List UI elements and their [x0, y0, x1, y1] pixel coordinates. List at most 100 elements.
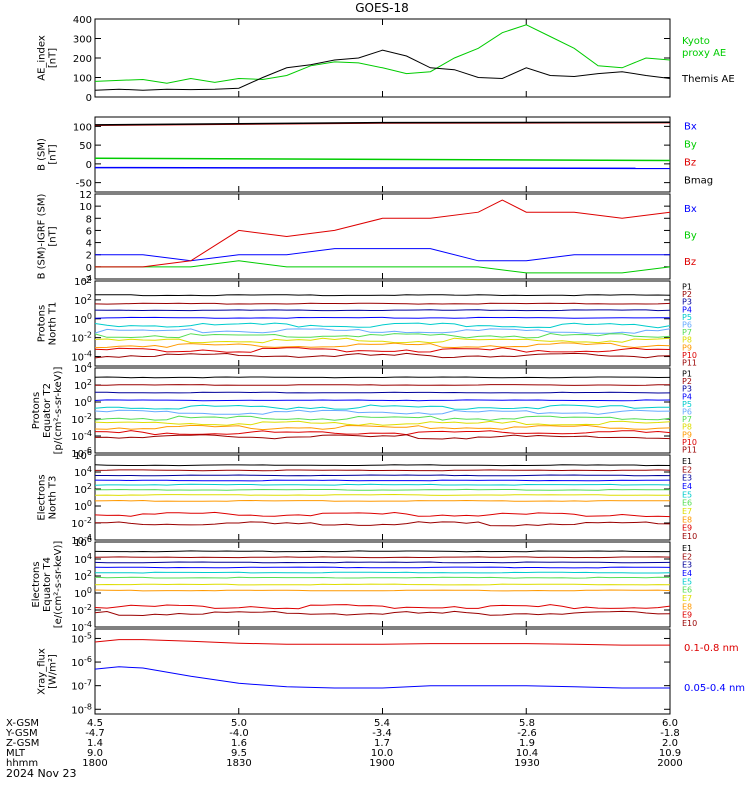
legend-label: E4 [682, 482, 692, 491]
series-line-p10 [94, 430, 671, 436]
y-tick-label: 10-4 [71, 533, 92, 547]
y-tick-label: 106 [74, 448, 92, 462]
series-line-by [94, 157, 671, 162]
y-axis-label: Protons [37, 305, 48, 342]
y-axis-label: [nT] [48, 48, 59, 68]
legend-label: P9 [682, 343, 692, 352]
series-line-e2 [94, 556, 671, 559]
footer-row-label: Y-GSM [5, 728, 38, 739]
legend-label: E9 [682, 611, 692, 620]
y-axis-label: Electrons [37, 474, 48, 520]
y-axis-label: [nT] [48, 144, 59, 164]
y-axis-label: [W/m²] [48, 654, 59, 689]
series-line-bx [95, 248, 670, 262]
series-line-p5 [94, 322, 671, 329]
legend-label: P10 [682, 438, 697, 447]
y-tick-label: -2 [82, 275, 92, 286]
legend-label: E8 [682, 515, 692, 524]
y-tick-label: 104 [74, 465, 92, 479]
y-tick-label: 10-4 [71, 620, 92, 634]
legend-label: E5 [682, 577, 692, 586]
series-line-e8 [94, 499, 671, 502]
legend-label: P3 [682, 385, 692, 394]
y-tick-label: 10-2 [71, 603, 92, 617]
y-axis-label: Protons [31, 392, 42, 429]
series-line-e9 [94, 511, 671, 518]
series-line-e2 [94, 469, 671, 472]
footer-value: 1.6 [231, 738, 247, 749]
legend-label: E7 [682, 507, 692, 516]
footer-value: 5.8 [519, 718, 535, 729]
footer-value: -4.0 [229, 728, 249, 739]
footer-value: -4.7 [85, 728, 105, 739]
legend-label: E10 [682, 532, 697, 541]
series-line-e1 [94, 464, 671, 467]
y-tick-label: 102 [74, 482, 92, 496]
y-axis-label: [e/(cm²-s-sr-keV)] [53, 541, 64, 629]
footer-row-label: hhmm [6, 758, 38, 769]
y-tick-label: 100 [74, 586, 92, 600]
footer-row-label: MLT [6, 748, 26, 759]
y-tick-label: 400 [73, 15, 92, 26]
series-line-e10 [94, 610, 671, 617]
y-tick-label: -50 [76, 179, 92, 190]
footer-value: 1.7 [374, 738, 390, 749]
series-line-p9 [94, 342, 671, 349]
panel-frame [94, 116, 671, 193]
legend-label: E9 [682, 524, 692, 533]
y-tick-label: 0 [86, 263, 92, 274]
legend-label: By [684, 140, 697, 151]
series-line-p7 [94, 332, 671, 339]
series-line-e7 [94, 493, 670, 496]
y-tick-label: 10-4 [71, 350, 92, 364]
legend-label: P6 [682, 408, 692, 417]
footer-value: -2.6 [517, 728, 537, 739]
series-line-p8 [94, 420, 671, 426]
y-tick-label: 10-6 [71, 446, 92, 460]
y-tick-label: 10-4 [71, 429, 92, 443]
legend-label: Bz [684, 257, 696, 268]
series-line-p3 [95, 391, 671, 394]
panel-2: -50 0 50 100 B (SM) [nT] Bx By Bz Bmag [37, 116, 713, 193]
series-line-p9 [94, 424, 671, 431]
legend-label: E1 [682, 457, 692, 466]
y-axis-label: [p/(cm²-s-sr-keV)] [53, 367, 64, 455]
panel-frame [94, 193, 671, 280]
series-line-e4 [94, 566, 671, 569]
y-axis-label: [nT] [48, 226, 59, 246]
y-tick-label: 6 [86, 226, 92, 237]
legend-label: P11 [682, 358, 697, 367]
y-tick-label: 300 [73, 35, 92, 46]
series-line-p10 [94, 347, 671, 353]
legend-label: P1 [682, 283, 692, 292]
legend-label: P8 [682, 336, 692, 345]
y-tick-label: 104 [74, 552, 92, 566]
legend-label: P7 [682, 328, 692, 337]
footer-row-label: Z-GSM [6, 738, 39, 749]
panel-4: 10-4 10-2 100 102 104 Protons North T1 P1P2P3P4… [37, 274, 698, 367]
series-line-themis-ae [94, 49, 671, 91]
panel-8: 10-8 10-7 10-6 10-5 Xray_flux [W/m²] 0.1-0.8 n… [37, 628, 745, 716]
y-tick-label: 100 [74, 312, 92, 326]
y-tick-label: 102 [74, 569, 92, 583]
legend-label: Bmag [684, 175, 713, 186]
legend-label: P5 [682, 313, 692, 322]
y-axis-label: Equator T2 [42, 383, 53, 438]
legend-label: E1 [682, 544, 692, 553]
footer-value: 2000 [657, 758, 682, 769]
legend-label: E6 [682, 586, 692, 595]
legend-label: E8 [682, 602, 692, 611]
series-line-p1 [95, 294, 671, 297]
legend-label: E2 [682, 465, 692, 474]
series-line-p1 [94, 376, 671, 379]
legend-label: Bx [684, 122, 697, 133]
legend-label: E7 [682, 594, 692, 603]
legend-label: Bz [684, 157, 696, 168]
series-line-bz [95, 199, 671, 268]
legend-label: P9 [682, 430, 692, 439]
series-line-e6 [94, 576, 671, 579]
legend-label: P11 [682, 445, 697, 454]
legend-label: By [684, 231, 697, 242]
series-line-e7 [94, 583, 671, 586]
